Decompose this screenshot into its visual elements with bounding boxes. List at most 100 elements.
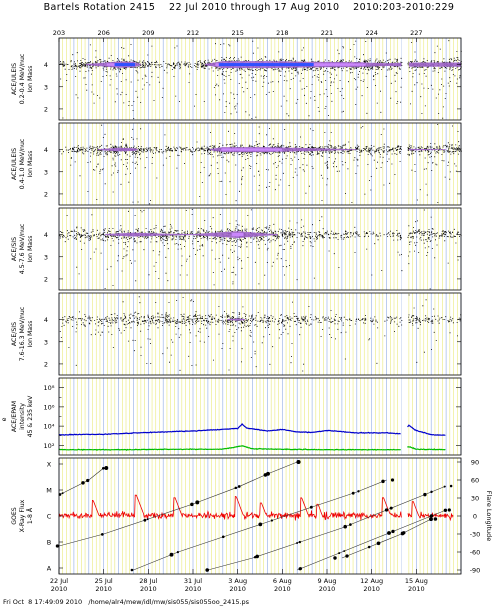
flare-dot bbox=[190, 502, 194, 507]
density-peak bbox=[117, 63, 121, 67]
date-label: 28 Jul bbox=[139, 577, 157, 585]
date-label: 15 Aug bbox=[405, 577, 428, 585]
density-peak bbox=[239, 63, 243, 67]
density-peak bbox=[230, 63, 234, 67]
flare-dot bbox=[296, 542, 299, 544]
ion-mass-panel bbox=[59, 209, 462, 290]
panel-label-line: 4.5-7.6 MeV/nuc bbox=[19, 223, 26, 274]
density-peak bbox=[116, 63, 119, 67]
density-peak bbox=[254, 63, 258, 67]
panel-frame bbox=[58, 122, 462, 206]
density-peak bbox=[256, 63, 259, 67]
density-peak bbox=[294, 63, 298, 67]
scatter-points bbox=[59, 124, 462, 205]
day-number-label: 203 bbox=[53, 29, 65, 37]
panel-label-line: ACE/ULEIS bbox=[11, 63, 18, 95]
density-peak bbox=[259, 63, 262, 67]
flare-dot bbox=[195, 500, 200, 505]
flare-dot bbox=[367, 545, 371, 549]
flare-longitude-track bbox=[341, 518, 432, 559]
day-number-label: 212 bbox=[187, 29, 199, 37]
panel-frames bbox=[58, 37, 462, 575]
flare-dot bbox=[343, 550, 346, 553]
density-band bbox=[209, 147, 357, 153]
day-number-label: 227 bbox=[410, 29, 422, 37]
density-peak bbox=[309, 63, 313, 67]
right-tick-label: 60 bbox=[471, 477, 479, 485]
density-peak bbox=[220, 63, 223, 67]
flare-dot bbox=[81, 481, 85, 485]
scatter-points bbox=[59, 294, 462, 372]
density-peak bbox=[293, 63, 296, 67]
density-peak bbox=[264, 63, 268, 67]
density-peak bbox=[276, 63, 280, 67]
density-band bbox=[97, 147, 138, 152]
flare-dot bbox=[237, 485, 241, 488]
density-peak bbox=[272, 63, 275, 67]
flare-dot bbox=[263, 473, 268, 477]
year-label: 2010 bbox=[185, 585, 202, 593]
flare-dot bbox=[349, 523, 352, 526]
flare-dot bbox=[86, 478, 90, 483]
date-label: 25 Jul bbox=[95, 577, 113, 585]
density-peak bbox=[236, 63, 240, 67]
density-peak bbox=[267, 63, 271, 67]
data-gap bbox=[401, 293, 408, 375]
flare-dot bbox=[104, 466, 109, 470]
density-peak bbox=[270, 63, 274, 67]
right-tick-label: 30 bbox=[471, 495, 479, 503]
density-peak bbox=[284, 63, 287, 67]
flare-dot bbox=[333, 556, 337, 560]
day-number-label: 221 bbox=[321, 29, 333, 37]
density-peak bbox=[300, 63, 304, 67]
density-peak bbox=[248, 63, 252, 67]
flare-dot bbox=[391, 529, 395, 534]
right-axis-label: Flare Longitude bbox=[485, 491, 493, 541]
density-peak bbox=[238, 63, 241, 67]
year-label: 2010 bbox=[140, 585, 157, 593]
density-peak bbox=[247, 63, 250, 67]
time-grid bbox=[58, 38, 462, 574]
right-tick-label: -30 bbox=[470, 531, 481, 539]
flare-dot bbox=[234, 486, 238, 490]
year-label: 2010 bbox=[51, 585, 68, 593]
ion-mass-panel bbox=[59, 294, 462, 372]
y-tick-label: 2 bbox=[44, 275, 48, 283]
density-peak bbox=[223, 63, 226, 67]
panel-frame bbox=[58, 377, 462, 456]
panel-label-line: 45 & 235 keV bbox=[27, 395, 34, 438]
density-band bbox=[408, 62, 461, 67]
y-tick-label: 4 bbox=[44, 316, 48, 324]
density-peak bbox=[127, 63, 131, 67]
density-peak bbox=[281, 63, 284, 67]
data-gap bbox=[401, 458, 408, 574]
ion-mass-panel bbox=[59, 124, 462, 205]
density-peak bbox=[291, 63, 295, 67]
density-peak bbox=[126, 63, 130, 67]
flare-dot bbox=[433, 517, 438, 521]
flare-dot bbox=[176, 551, 179, 554]
panel-label-line: 1-8 Å bbox=[25, 507, 34, 524]
panel-label-line: Ion Mass bbox=[27, 320, 34, 347]
y-tick-label: 2 bbox=[44, 360, 48, 368]
date-label: 9 Aug bbox=[318, 577, 337, 585]
flare-class-label: M bbox=[46, 487, 52, 495]
density-peak bbox=[285, 63, 289, 67]
density-peak bbox=[218, 63, 222, 67]
density-peak bbox=[250, 63, 253, 67]
density-peak bbox=[241, 63, 244, 67]
y-tick-label: 4 bbox=[44, 146, 48, 154]
density-peak bbox=[305, 63, 308, 67]
flare-dot bbox=[400, 531, 405, 536]
flare-dot bbox=[206, 568, 209, 572]
y-tick-label: 2 bbox=[44, 105, 48, 113]
electron-235kev-line bbox=[58, 445, 446, 452]
panel-label-line: ACE/ULEIS bbox=[11, 148, 18, 180]
y-tick-label: 4 bbox=[44, 231, 48, 239]
flare-dot bbox=[270, 519, 273, 522]
density-peak bbox=[273, 63, 277, 67]
density-peak bbox=[224, 63, 228, 67]
date-label: 22 Jul bbox=[50, 577, 68, 585]
density-peak bbox=[122, 63, 125, 67]
flare-dot bbox=[343, 524, 347, 529]
